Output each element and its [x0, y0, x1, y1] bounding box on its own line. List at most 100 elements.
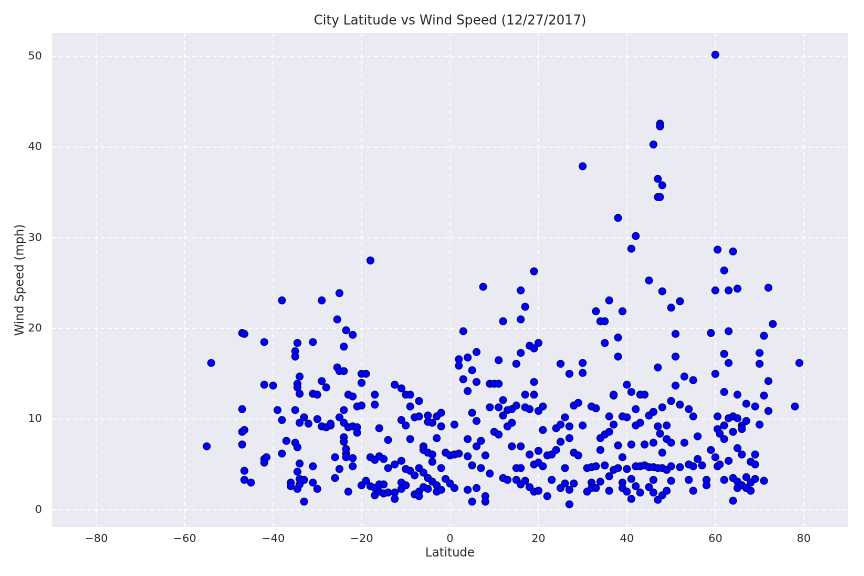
point: [277, 296, 286, 305]
point: [627, 474, 636, 483]
point: [479, 282, 488, 291]
point: [472, 377, 481, 386]
point: [530, 390, 539, 399]
point: [636, 488, 645, 497]
point: [485, 469, 494, 478]
point: [516, 442, 525, 451]
point: [720, 266, 729, 275]
point: [472, 484, 481, 493]
x-tick-label: −60: [173, 532, 196, 545]
point: [684, 405, 693, 414]
point: [415, 492, 424, 501]
point: [525, 450, 534, 459]
point: [326, 419, 335, 428]
point: [313, 390, 322, 399]
point: [764, 283, 773, 292]
point: [335, 464, 344, 473]
point: [269, 381, 278, 390]
point: [415, 397, 424, 406]
point: [689, 462, 698, 471]
point: [671, 352, 680, 361]
point: [737, 425, 746, 434]
point: [521, 476, 530, 485]
point: [494, 403, 503, 412]
point: [291, 352, 300, 361]
point: [494, 379, 503, 388]
point: [667, 476, 676, 485]
point: [463, 452, 472, 461]
point: [277, 416, 286, 425]
point: [715, 460, 724, 469]
point: [658, 181, 667, 190]
point: [499, 396, 508, 405]
x-tick-label: 0: [447, 532, 454, 545]
point: [308, 462, 317, 471]
point: [357, 401, 366, 410]
point: [724, 358, 733, 367]
point: [591, 307, 600, 316]
point: [534, 338, 543, 347]
point: [614, 441, 623, 450]
point: [485, 403, 494, 412]
point: [291, 406, 300, 415]
point: [384, 435, 393, 444]
point: [742, 473, 751, 482]
point: [390, 460, 399, 469]
point: [689, 486, 698, 495]
point: [366, 256, 375, 265]
point: [246, 478, 255, 487]
point: [353, 428, 362, 437]
point: [494, 430, 503, 439]
point: [711, 50, 720, 59]
x-axis-label: Latitude: [425, 546, 474, 560]
point: [437, 464, 446, 473]
point: [720, 421, 729, 430]
point: [507, 442, 516, 451]
point: [711, 286, 720, 295]
point: [605, 486, 614, 495]
point: [729, 427, 738, 436]
point: [605, 472, 614, 481]
point: [423, 484, 432, 493]
point: [742, 399, 751, 408]
point: [361, 369, 370, 378]
point: [507, 418, 516, 427]
point: [631, 232, 640, 241]
point: [348, 392, 357, 401]
point: [698, 461, 707, 470]
point: [662, 421, 671, 430]
point: [689, 412, 698, 421]
point: [764, 377, 773, 386]
point: [463, 435, 472, 444]
point: [596, 445, 605, 454]
point: [560, 464, 569, 473]
point: [684, 475, 693, 484]
point: [733, 444, 742, 453]
point: [614, 352, 623, 361]
point: [627, 494, 636, 503]
point: [693, 432, 702, 441]
point: [656, 193, 665, 202]
point: [521, 390, 530, 399]
point: [675, 297, 684, 306]
point: [335, 289, 344, 298]
point: [333, 315, 342, 324]
point: [348, 330, 357, 339]
point: [401, 421, 410, 430]
point: [342, 326, 351, 335]
point: [428, 450, 437, 459]
point: [560, 413, 569, 422]
point: [556, 437, 565, 446]
point: [746, 486, 755, 495]
point: [649, 488, 658, 497]
y-tick-label: 10: [28, 412, 42, 425]
point: [713, 245, 722, 254]
point: [503, 475, 512, 484]
point: [569, 479, 578, 488]
point: [308, 338, 317, 347]
point: [370, 390, 379, 399]
point: [437, 408, 446, 417]
point: [605, 296, 614, 305]
point: [472, 348, 481, 357]
point: [437, 422, 446, 431]
